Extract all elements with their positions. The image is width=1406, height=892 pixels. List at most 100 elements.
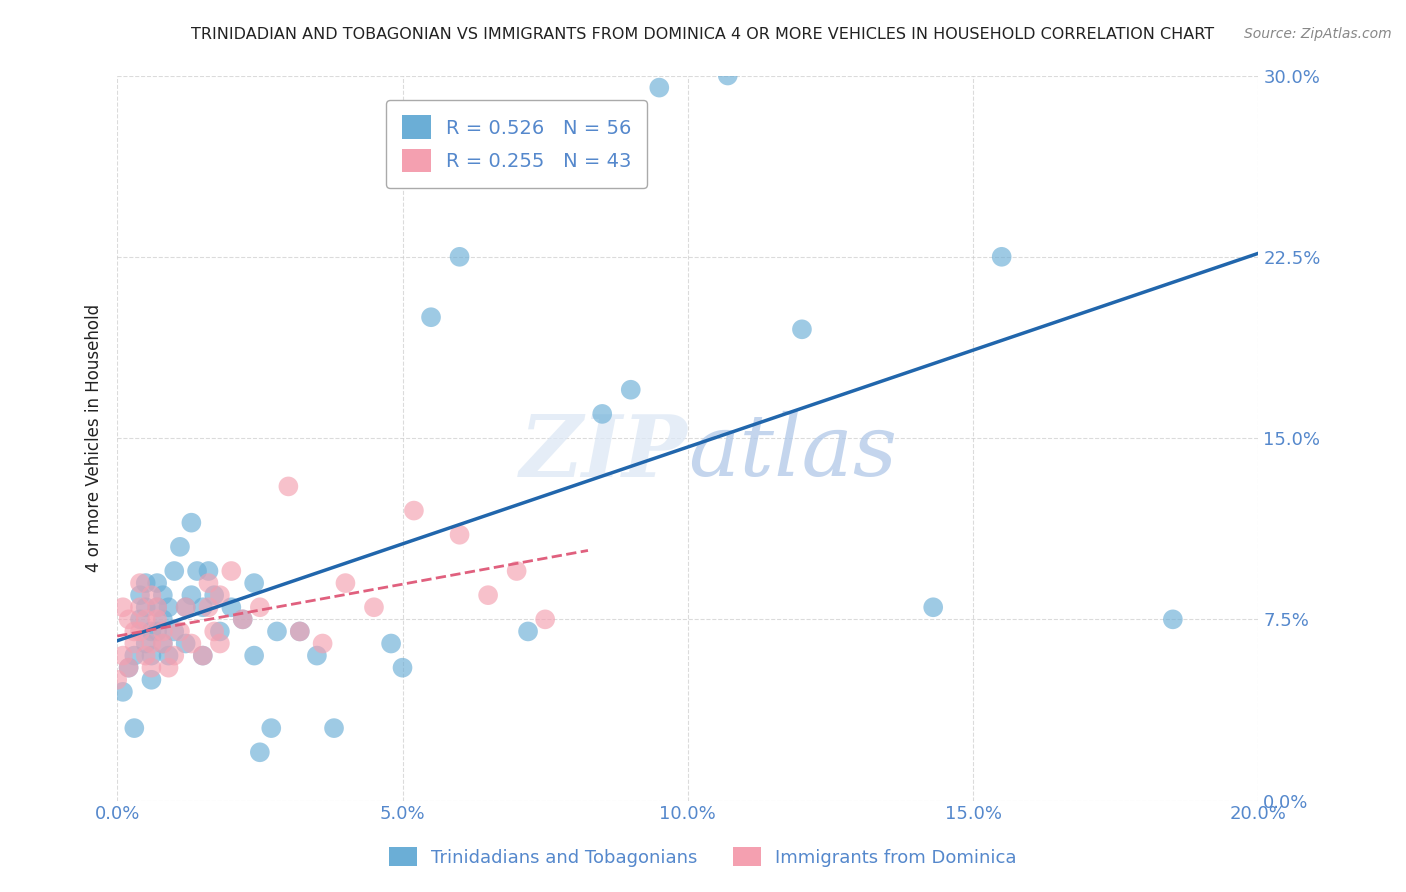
Point [141,636,163,650]
Point [249,745,271,759]
Point [129,576,152,591]
Point [163,624,186,639]
Point [135,576,157,591]
Text: ZIP: ZIP [520,411,688,494]
Point [180,636,202,650]
Point [191,648,214,663]
Point [124,721,146,735]
Point [197,564,219,578]
Point [1161,612,1184,626]
Point [174,600,197,615]
Point [266,624,288,639]
Point [124,648,146,663]
Point [146,612,169,626]
Point [129,624,152,639]
Point [111,648,134,663]
Point [146,576,169,591]
Point [180,588,202,602]
Point [129,600,152,615]
Point [169,624,191,639]
Point [197,600,219,615]
Point [117,661,139,675]
Point [311,636,333,650]
Point [163,648,186,663]
Point [449,250,471,264]
Point [146,624,169,639]
Point [249,600,271,615]
Point [169,540,191,554]
Point [288,624,311,639]
Point [174,600,197,615]
Point [591,407,613,421]
Point [152,624,174,639]
Point [505,564,527,578]
Point [243,576,266,591]
Point [152,636,174,650]
Point [323,721,346,735]
Point [141,624,163,639]
Point [790,322,813,336]
Point [124,624,146,639]
Point [197,576,219,591]
Point [335,576,357,591]
Point [449,527,471,541]
Point [208,624,231,639]
Point [157,661,180,675]
Point [157,600,180,615]
Point [124,636,146,650]
Point [141,588,163,602]
Point [648,80,671,95]
Point [180,516,202,530]
Point [129,612,152,626]
Text: TRINIDADIAN AND TOBAGONIAN VS IMMIGRANTS FROM DOMINICA 4 OR MORE VEHICLES IN HOU: TRINIDADIAN AND TOBAGONIAN VS IMMIGRANTS… [191,27,1215,42]
Point [517,624,540,639]
Point [117,661,139,675]
Legend: R = 0.526   N = 56, R = 0.255   N = 43: R = 0.526 N = 56, R = 0.255 N = 43 [387,100,647,188]
Point [260,721,283,735]
Point [208,588,231,602]
Point [135,636,157,650]
Point [620,383,643,397]
Text: Source: ZipAtlas.com: Source: ZipAtlas.com [1244,27,1392,41]
Point [221,564,243,578]
Point [135,612,157,626]
Point [174,636,197,650]
Point [191,648,214,663]
Point [202,624,225,639]
Point [152,612,174,626]
Point [202,588,225,602]
Point [232,612,254,626]
Point [391,661,413,675]
Point [111,600,134,615]
Point [152,588,174,602]
Text: atlas: atlas [688,411,897,494]
Point [477,588,499,602]
Point [402,503,425,517]
Point [152,636,174,650]
Point [288,624,311,639]
Point [922,600,945,615]
Point [135,600,157,615]
Point [420,310,443,325]
Point [105,673,128,687]
Point [186,564,208,578]
Point [305,648,328,663]
Point [146,600,169,615]
Point [717,69,740,83]
Point [141,673,163,687]
Point [163,564,186,578]
Point [232,612,254,626]
Point [146,600,169,615]
Y-axis label: 4 or more Vehicles in Household: 4 or more Vehicles in Household [86,304,103,572]
Point [135,648,157,663]
Point [221,600,243,615]
Point [157,648,180,663]
Point [141,648,163,663]
Point [534,612,557,626]
Point [380,636,402,650]
Point [363,600,385,615]
Point [129,588,152,602]
Point [243,648,266,663]
Point [990,250,1012,264]
Point [117,612,139,626]
